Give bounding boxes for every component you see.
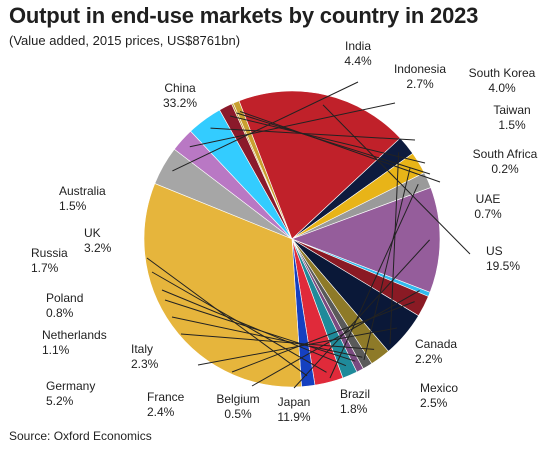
slice-name-belgium: Belgium bbox=[216, 392, 259, 406]
leader-line-uk bbox=[151, 271, 327, 373]
slice-value-russia: 1.7% bbox=[31, 261, 59, 275]
slice-name-indonesia: Indonesia bbox=[394, 62, 446, 76]
slice-name-us: US bbox=[486, 244, 503, 258]
slice-value-italy: 2.3% bbox=[131, 357, 159, 371]
slice-value-mexico: 2.5% bbox=[420, 396, 448, 410]
slice-name-japan: Japan bbox=[278, 395, 311, 409]
slice-name-uk: UK bbox=[84, 226, 101, 240]
leader-line-india bbox=[172, 81, 359, 172]
slice-name-russia: Russia bbox=[31, 246, 68, 260]
slice-value-japan: 11.9% bbox=[277, 410, 310, 424]
slice-name-china: China bbox=[164, 81, 196, 95]
slice-value-brazil: 1.8% bbox=[340, 402, 368, 416]
chart-subtitle: (Value added, 2015 prices, US$8761bn) bbox=[9, 33, 241, 48]
slice-label-taiwan: Taiwan 1.5% bbox=[493, 103, 530, 132]
slice-value-us: 19.5% bbox=[486, 259, 520, 273]
slice-label-china: China 33.2% bbox=[163, 81, 197, 110]
slice-label-south-africa: South Africa 0.2% bbox=[473, 147, 538, 176]
slice-value-poland: 0.8% bbox=[46, 306, 74, 320]
slice-name-italy: Italy bbox=[131, 342, 153, 356]
leader-line-netherlands bbox=[171, 316, 363, 358]
chart-source: Source: Oxford Economics bbox=[9, 429, 152, 443]
slice-label-france: France 2.4% bbox=[147, 390, 185, 419]
slice-value-uk: 3.2% bbox=[84, 241, 112, 255]
slice-value-india: 4.4% bbox=[344, 54, 372, 68]
slice-label-canada: Canada 2.2% bbox=[415, 337, 457, 366]
slice-name-canada: Canada bbox=[415, 337, 457, 351]
slice-label-india: India 4.4% bbox=[344, 39, 372, 68]
slice-value-australia: 1.5% bbox=[59, 199, 87, 213]
chart-title: Output in end-use markets by country in … bbox=[9, 3, 479, 28]
slice-label-australia: Australia 1.5% bbox=[59, 184, 106, 213]
leader-line-brazil bbox=[329, 183, 419, 379]
slice-name-south-korea: South Korea bbox=[469, 66, 536, 80]
leader-line-us bbox=[322, 104, 471, 255]
slice-label-south-korea: South Korea 4.0% bbox=[469, 66, 536, 95]
leader-line-belgium bbox=[251, 290, 420, 387]
leader-line-germany bbox=[197, 327, 398, 366]
leader-line-south-korea bbox=[210, 127, 416, 141]
slice-label-us: US 19.5% bbox=[486, 244, 520, 273]
slice-value-south-korea: 4.0% bbox=[488, 81, 516, 95]
slice-name-india: India bbox=[345, 39, 371, 53]
slice-value-germany: 5.2% bbox=[46, 394, 74, 408]
slice-value-france: 2.4% bbox=[147, 405, 175, 419]
leader-line-russia bbox=[161, 289, 347, 367]
leader-line-japan bbox=[293, 239, 430, 389]
leader-line-canada bbox=[389, 152, 400, 345]
slice-label-poland: Poland 0.8% bbox=[46, 291, 83, 320]
slice-value-taiwan: 1.5% bbox=[498, 118, 526, 132]
slice-label-indonesia: Indonesia 2.7% bbox=[394, 62, 446, 91]
slice-name-brazil: Brazil bbox=[340, 387, 370, 401]
slice-name-uae: UAE bbox=[476, 192, 501, 206]
slice-label-netherlands: Netherlands 1.1% bbox=[42, 328, 107, 357]
slice-name-france: France bbox=[147, 390, 185, 404]
slice-label-mexico: Mexico 2.5% bbox=[420, 381, 458, 410]
leader-line-france bbox=[231, 301, 415, 373]
slice-value-south-africa: 0.2% bbox=[491, 162, 519, 176]
leader-line-taiwan bbox=[229, 115, 426, 164]
slice-name-germany: Germany bbox=[46, 379, 95, 393]
slice-value-canada: 2.2% bbox=[415, 352, 443, 366]
slice-label-italy: Italy 2.3% bbox=[131, 342, 159, 371]
pie-slice-japan bbox=[291, 187, 441, 293]
slice-value-netherlands: 1.1% bbox=[42, 343, 70, 357]
slice-name-south-africa: South Africa bbox=[473, 147, 538, 161]
slice-label-japan: Japan 11.9% bbox=[277, 395, 310, 424]
slice-label-uae: UAE 0.7% bbox=[474, 192, 502, 221]
slice-name-australia: Australia bbox=[59, 184, 106, 198]
slice-value-uae: 0.7% bbox=[474, 207, 502, 221]
slice-label-russia: Russia 1.7% bbox=[31, 246, 68, 275]
slice-value-china: 33.2% bbox=[163, 96, 197, 110]
leader-line-mexico bbox=[363, 168, 411, 361]
slice-name-netherlands: Netherlands bbox=[42, 328, 107, 342]
leader-line-australia bbox=[146, 257, 308, 377]
slice-name-poland: Poland bbox=[46, 291, 83, 305]
slice-label-brazil: Brazil 1.8% bbox=[340, 387, 370, 416]
slice-label-belgium: Belgium 0.5% bbox=[216, 392, 259, 421]
slice-label-germany: Germany 5.2% bbox=[46, 379, 95, 408]
slice-name-taiwan: Taiwan bbox=[493, 103, 530, 117]
leader-line-italy bbox=[180, 333, 375, 350]
leader-line-uae bbox=[239, 111, 441, 183]
slice-value-indonesia: 2.7% bbox=[406, 77, 434, 91]
leader-line-indonesia bbox=[189, 102, 396, 148]
slice-label-uk: UK 3.2% bbox=[84, 226, 112, 255]
slice-name-mexico: Mexico bbox=[420, 381, 458, 395]
slice-value-belgium: 0.5% bbox=[224, 407, 252, 421]
